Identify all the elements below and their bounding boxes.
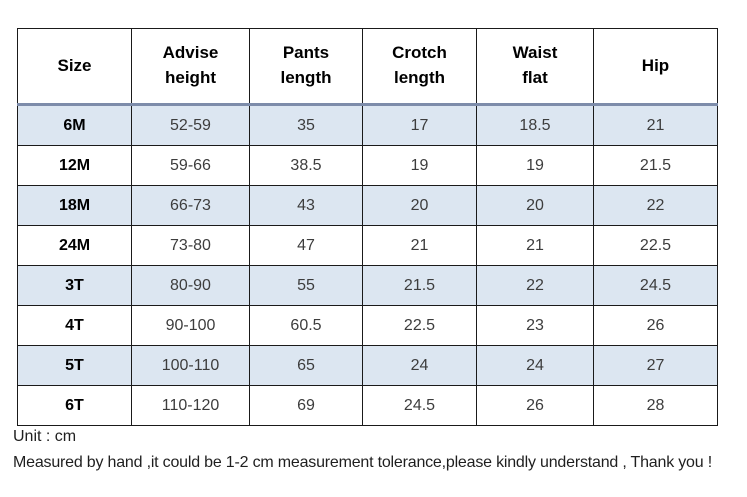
column-header-size: Size [17,28,132,106]
table-cell: 23 [476,305,594,346]
table-cell: 22.5 [593,225,718,266]
table-row-5t: 5T 100-110 65 24 24 27 [17,345,718,386]
column-header-advise-height: Advise height [131,28,250,106]
size-cell: 6T [17,385,132,426]
table-header-row: Size Advise height Pants length Crotch l… [17,28,718,106]
table-cell: 17 [362,104,477,146]
table-cell: 21 [362,225,477,266]
table-cell: 21.5 [362,265,477,306]
table-row-6m: 6M 52-59 35 17 18.5 21 [17,104,718,146]
column-header-pants-length: Pants length [249,28,363,106]
table-cell: 28 [593,385,718,426]
size-chart-table: Size Advise height Pants length Crotch l… [17,28,718,426]
table-cell: 24 [476,345,594,386]
size-cell: 24M [17,225,132,266]
table-cell: 100-110 [131,345,250,386]
size-cell: 6M [17,104,132,146]
size-cell: 12M [17,145,132,186]
table-cell: 69 [249,385,363,426]
table-cell: 19 [476,145,594,186]
table-cell: 26 [476,385,594,426]
table-cell: 21 [593,104,718,146]
table-cell: 20 [362,185,477,226]
table-cell: 60.5 [249,305,363,346]
table-cell: 24 [362,345,477,386]
table-cell: 22 [593,185,718,226]
table-cell: 90-100 [131,305,250,346]
table-cell: 26 [593,305,718,346]
table-cell: 35 [249,104,363,146]
table-row-24m: 24M 73-80 47 21 21 22.5 [17,225,718,266]
column-header-hip: Hip [593,28,718,106]
table-cell: 22.5 [362,305,477,346]
table-cell: 55 [249,265,363,306]
table-cell: 66-73 [131,185,250,226]
table-cell: 80-90 [131,265,250,306]
table-cell: 52-59 [131,104,250,146]
table-cell: 18.5 [476,104,594,146]
table-cell: 73-80 [131,225,250,266]
footer-notes: Unit : cm Measured by hand ,it could be … [13,428,743,472]
column-header-crotch-length: Crotch length [362,28,477,106]
table-cell: 110-120 [131,385,250,426]
table-cell: 20 [476,185,594,226]
tolerance-note: Measured by hand ,it could be 1-2 cm mea… [13,454,712,471]
table-row-12m: 12M 59-66 38.5 19 19 21.5 [17,145,718,186]
size-cell: 18M [17,185,132,226]
table-cell: 65 [249,345,363,386]
table-cell: 24.5 [362,385,477,426]
table-row-18m: 18M 66-73 43 20 20 22 [17,185,718,226]
table-cell: 19 [362,145,477,186]
table-row-3t: 3T 80-90 55 21.5 22 24.5 [17,265,718,306]
table-row-4t: 4T 90-100 60.5 22.5 23 26 [17,305,718,346]
size-cell: 3T [17,265,132,306]
table-row-6t: 6T 110-120 69 24.5 26 28 [17,385,718,426]
table-cell: 47 [249,225,363,266]
table-cell: 59-66 [131,145,250,186]
table-cell: 21.5 [593,145,718,186]
table-cell: 22 [476,265,594,306]
table-cell: 38.5 [249,145,363,186]
unit-note: Unit : cm [13,428,77,445]
table-cell: 21 [476,225,594,266]
table-cell: 27 [593,345,718,386]
table-cell: 43 [249,185,363,226]
size-cell: 4T [17,305,132,346]
column-header-waist-flat: Waist flat [476,28,594,106]
table-cell: 24.5 [593,265,718,306]
size-cell: 5T [17,345,132,386]
